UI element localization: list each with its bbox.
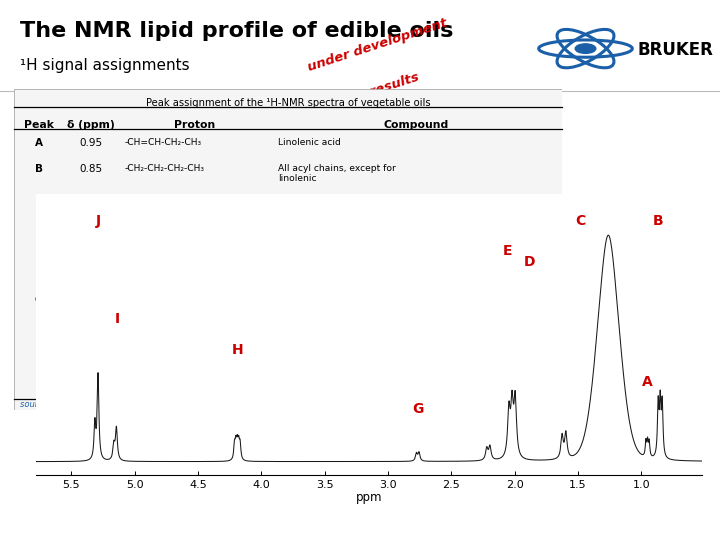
Text: Glycerol (β position): Glycerol (β position) bbox=[278, 356, 371, 366]
Text: ¹H signal assignments: ¹H signal assignments bbox=[19, 58, 189, 73]
Text: 5.29: 5.29 bbox=[79, 382, 103, 392]
Text: -CH₂-CH₂-COOH: -CH₂-CH₂-COOH bbox=[125, 218, 196, 227]
Text: 4.19: 4.19 bbox=[79, 330, 103, 341]
Text: I: I bbox=[37, 356, 41, 367]
Text: BRUKER: BRUKER bbox=[638, 42, 714, 59]
Text: 0.85: 0.85 bbox=[79, 164, 102, 174]
Text: A: A bbox=[35, 138, 43, 149]
Text: A: A bbox=[642, 375, 652, 389]
Text: C: C bbox=[35, 193, 42, 204]
Text: All acyl chains: All acyl chains bbox=[278, 193, 343, 202]
Text: H: H bbox=[232, 343, 243, 357]
Text: first results: first results bbox=[334, 71, 420, 110]
Text: G: G bbox=[413, 402, 424, 416]
Text: J: J bbox=[37, 382, 41, 392]
Text: Peak: Peak bbox=[24, 120, 54, 130]
Text: 0.95: 0.95 bbox=[79, 138, 102, 149]
Text: D: D bbox=[35, 218, 43, 228]
Text: -CH=CH-: -CH=CH- bbox=[125, 382, 166, 391]
Text: source:  N. Chira, C. Todaşcă, A. Nicolescu, G. Păunescu, Sorin Roşca,
         : source: N. Chira, C. Todaşcă, A. Nicoles… bbox=[20, 401, 310, 420]
Text: Peak assignment of the ¹H-NMR spectra of vegetable oils: Peak assignment of the ¹H-NMR spectra of… bbox=[145, 98, 431, 108]
Text: I: I bbox=[114, 312, 120, 326]
X-axis label: ppm: ppm bbox=[356, 491, 382, 504]
Text: B: B bbox=[652, 214, 663, 228]
Text: F: F bbox=[35, 271, 42, 281]
Text: All acyl chains, except for
linolenic: All acyl chains, except for linolenic bbox=[278, 164, 396, 184]
Text: -CH-O-COR: -CH-O-COR bbox=[125, 356, 175, 366]
Text: E: E bbox=[35, 242, 42, 252]
Text: Compound: Compound bbox=[384, 120, 449, 130]
Text: 2.02: 2.02 bbox=[79, 242, 102, 252]
Text: B: B bbox=[35, 164, 43, 174]
Text: 2.2: 2.2 bbox=[83, 271, 99, 281]
Text: δ (ppm): δ (ppm) bbox=[67, 120, 115, 130]
Text: 1.6: 1.6 bbox=[83, 218, 99, 228]
Text: All acyl chains: All acyl chains bbox=[278, 218, 343, 227]
Text: E: E bbox=[503, 244, 512, 258]
Text: -CH₂-COOH: -CH₂-COOH bbox=[125, 271, 176, 280]
Text: -(CH₂)ₙ-: -(CH₂)ₙ- bbox=[125, 193, 159, 202]
Text: -CH₂-CH=CH-: -CH₂-CH=CH- bbox=[125, 242, 185, 251]
Text: All unsaturated fatty acids: All unsaturated fatty acids bbox=[278, 382, 400, 391]
Text: 5.15: 5.15 bbox=[79, 356, 103, 367]
Text: 2.76: 2.76 bbox=[79, 295, 103, 306]
Text: -CH=CH-CH₂-CH₃: -CH=CH-CH₂-CH₃ bbox=[125, 138, 202, 147]
Text: 1.2: 1.2 bbox=[83, 193, 99, 204]
Text: Linolenic acid: Linolenic acid bbox=[278, 138, 341, 147]
Text: The NMR lipid profile of edible oils: The NMR lipid profile of edible oils bbox=[19, 21, 453, 40]
Text: Glycerol (α position): Glycerol (α position) bbox=[278, 330, 371, 340]
Text: Allylic protons  (all
unsaturated fatty acids): Allylic protons (all unsaturated fatty a… bbox=[278, 242, 389, 261]
Text: bis-allylic    protons
(linolenic  and  linoleic
acid): bis-allylic protons (linolenic and linol… bbox=[278, 295, 382, 325]
Text: under development: under development bbox=[306, 16, 449, 74]
Text: C: C bbox=[575, 214, 585, 228]
Text: -CH₂-O-COR: -CH₂-O-COR bbox=[125, 330, 179, 340]
Text: J: J bbox=[96, 214, 102, 228]
Text: -CH=CH-CH₂-CH=CH-: -CH=CH-CH₂-CH=CH- bbox=[125, 295, 222, 305]
Text: G: G bbox=[35, 295, 43, 306]
Text: All acyl chains: All acyl chains bbox=[278, 271, 343, 280]
Text: H: H bbox=[35, 330, 43, 341]
Circle shape bbox=[575, 44, 596, 53]
Text: -CH₂-CH₂-CH₂-CH₃: -CH₂-CH₂-CH₂-CH₃ bbox=[125, 164, 205, 173]
Text: Proton: Proton bbox=[174, 120, 215, 130]
Text: D: D bbox=[524, 255, 536, 269]
